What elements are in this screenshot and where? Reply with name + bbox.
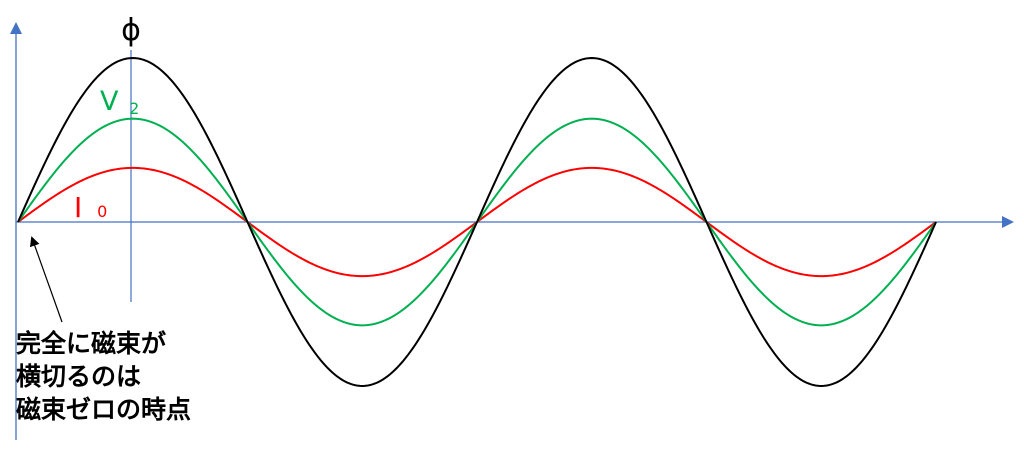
pointer-arrow [29,236,63,323]
annotation-line-3: 磁束ゼロの時点 [16,395,192,424]
i0-label-subscript: 0 [97,202,107,221]
v2-label-main: V [100,86,119,117]
v2-label: V 2 [100,86,139,118]
annotation-line-2: 横切るのは [16,362,142,391]
phi-flux-curve [17,56,937,388]
i0-label-main: I [74,191,82,224]
i0-label: I 0 [74,191,107,224]
annotation-note: 完全に磁束が 横切るのは 磁束ゼロの時点 [16,327,191,426]
v2-label-subscript: 2 [129,99,139,118]
phi-label: ϕ [121,13,141,48]
annotation-line-1: 完全に磁束が [16,329,167,358]
